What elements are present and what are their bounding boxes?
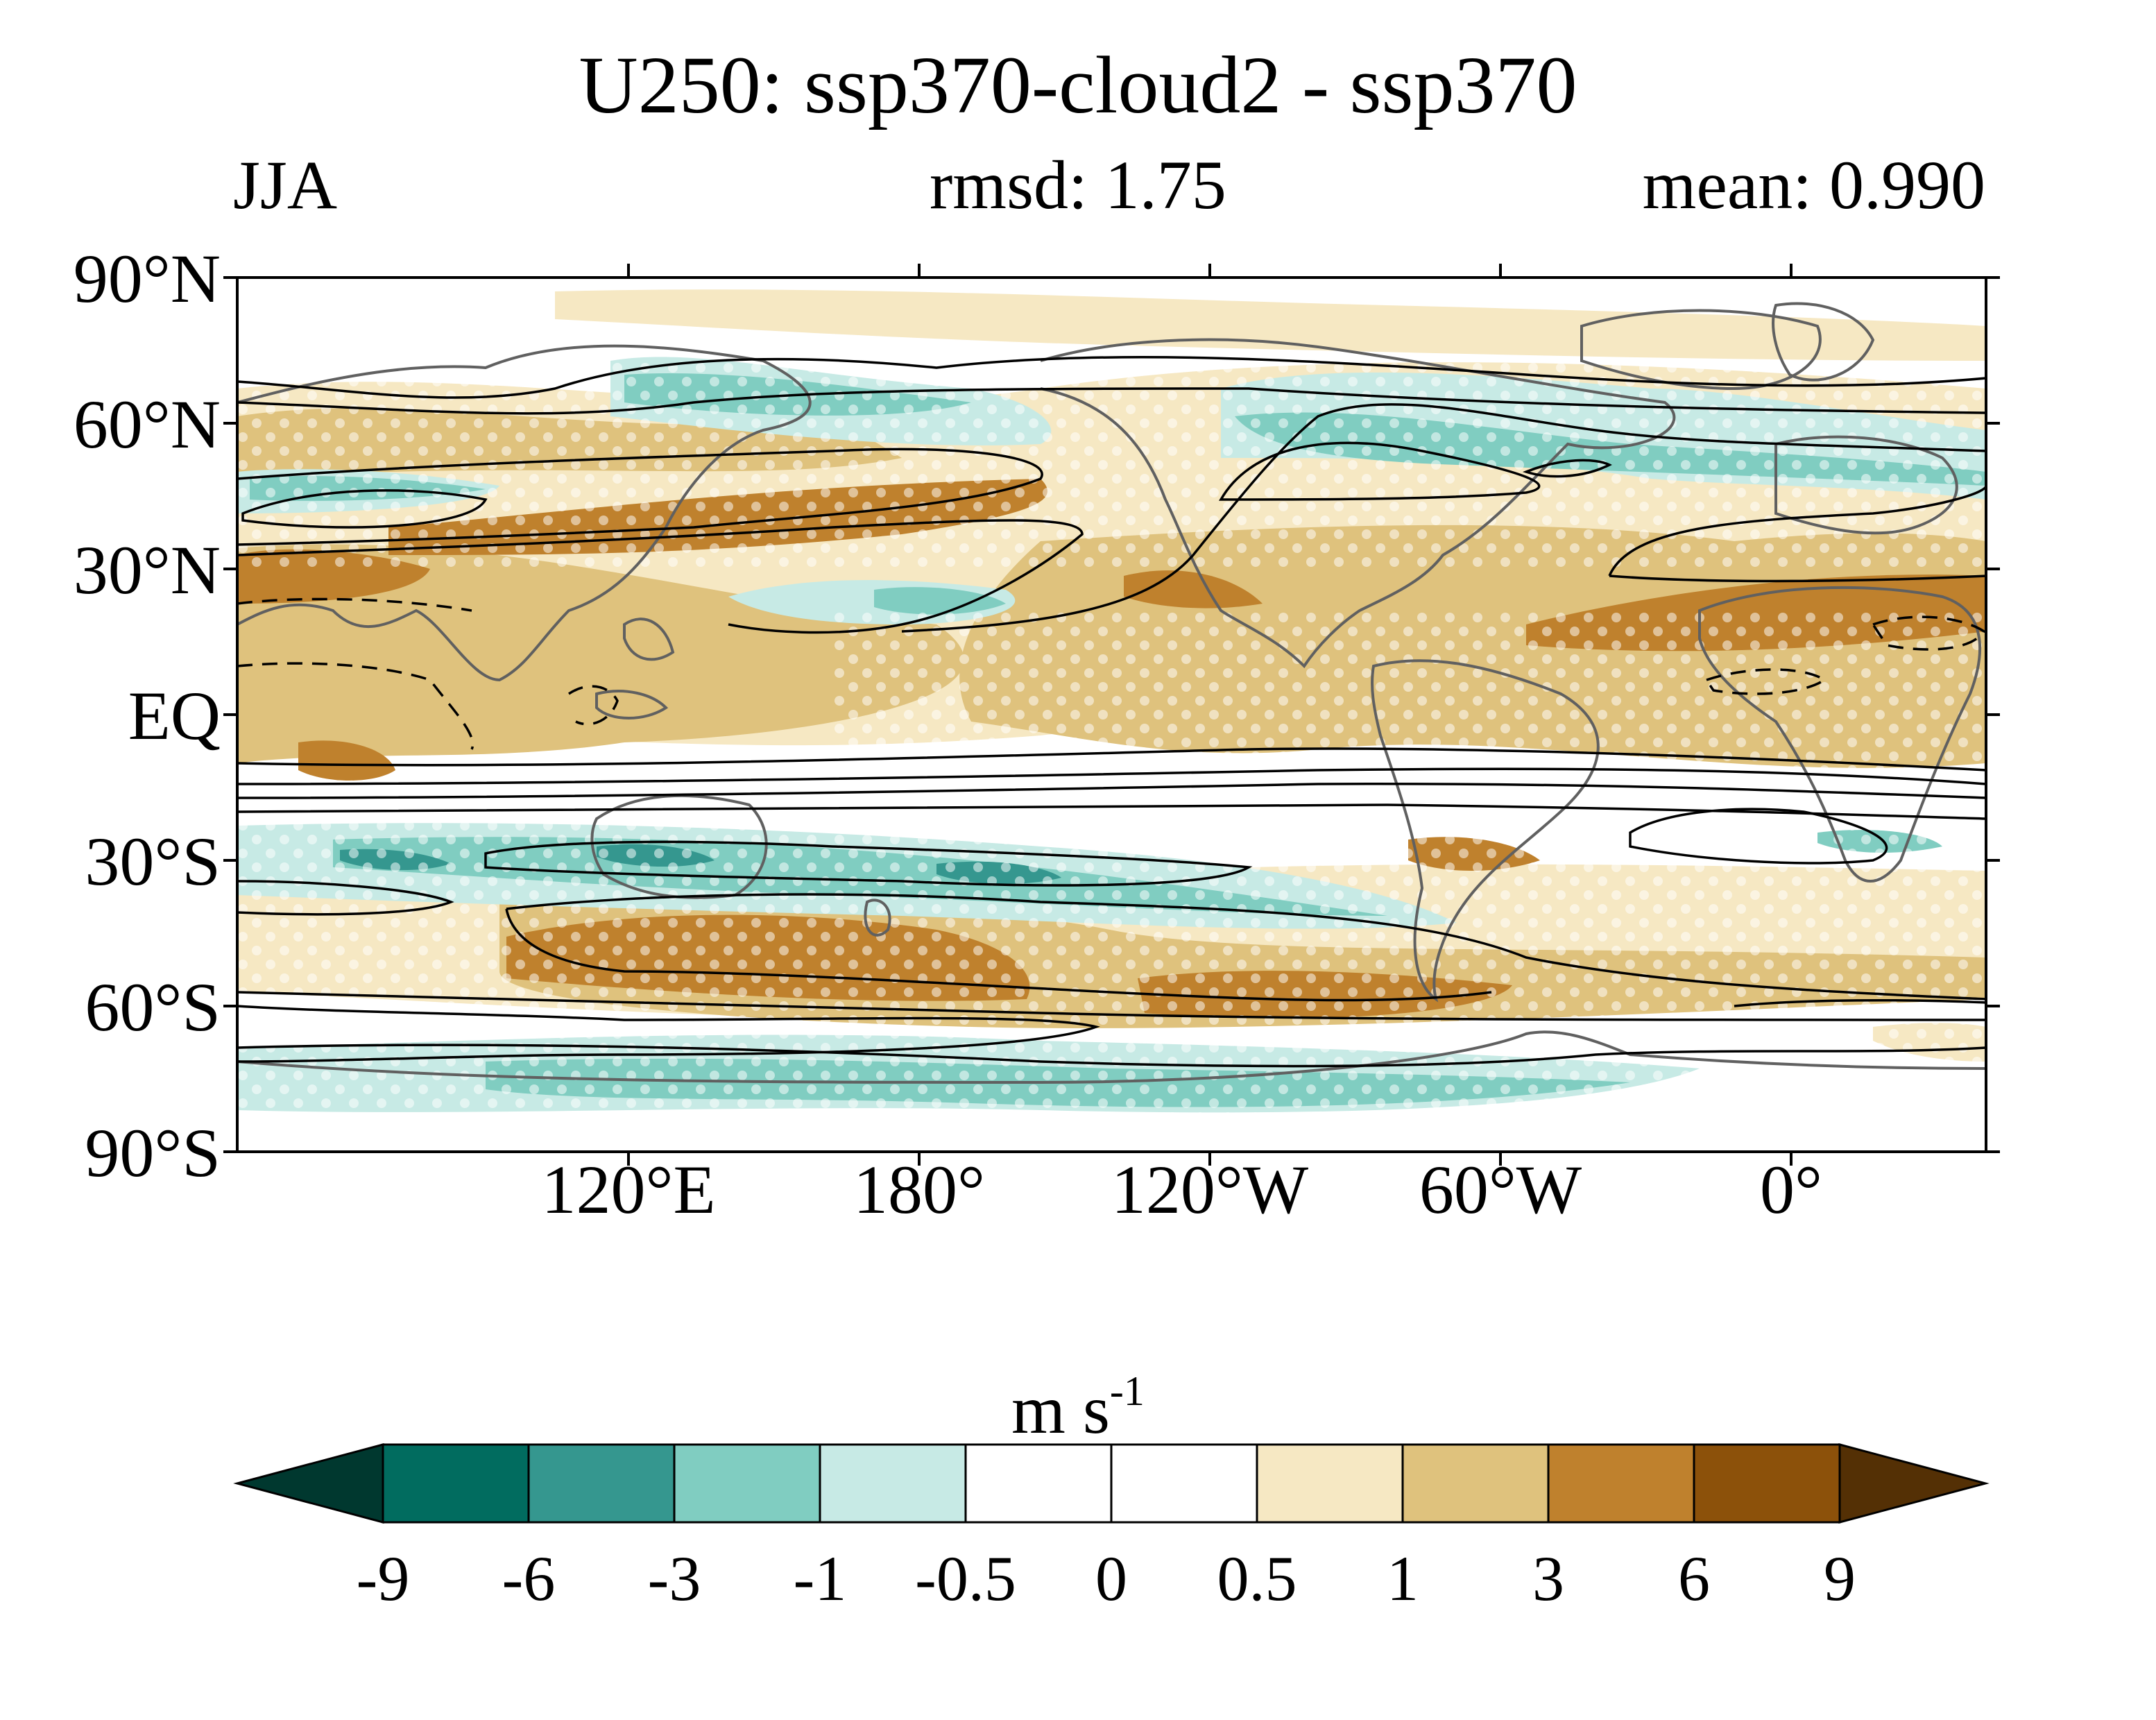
map-area	[237, 278, 1986, 1152]
colorbar-label: 6	[1678, 1543, 1710, 1614]
lon-label-120e: 120°E	[541, 1151, 716, 1228]
colorbar-label: -9	[356, 1543, 410, 1614]
lat-label-30n: 30°N	[73, 531, 221, 608]
colorbar-box	[382, 1443, 530, 1524]
colorbar-label: 9	[1824, 1543, 1856, 1614]
lat-label-eq: EQ	[128, 677, 221, 754]
climatology-contours	[237, 355, 1986, 1068]
units-base: m s	[1011, 1371, 1110, 1448]
colorbar-label: 0	[1095, 1543, 1127, 1614]
colorbar-label: -6	[502, 1543, 556, 1614]
lon-ticks	[627, 264, 1793, 1166]
lon-label-120w: 120°W	[1111, 1151, 1309, 1228]
colorbar-label: 0.5	[1217, 1543, 1297, 1614]
lat-ticks	[223, 276, 2000, 1153]
lon-label-180: 180°	[853, 1151, 985, 1228]
colorbar	[233, 1443, 1990, 1524]
lat-label-60s: 60°S	[85, 969, 221, 1046]
colorbar-label: -1	[793, 1543, 847, 1614]
units-exponent: -1	[1109, 1368, 1145, 1414]
colorbar-box	[964, 1443, 1113, 1524]
lat-label-90n: 90°N	[73, 240, 221, 317]
colorbar-extend-high	[1838, 1443, 1990, 1524]
colorbar-label: -3	[647, 1543, 701, 1614]
rmsd-label: rmsd: 1.75	[930, 146, 1226, 223]
colorbar-label: 1	[1387, 1543, 1419, 1614]
lat-label-90s: 90°S	[85, 1114, 221, 1191]
colorbar-label: -0.5	[915, 1543, 1016, 1614]
colorbar-box	[673, 1443, 821, 1524]
lon-label-0: 0°	[1760, 1151, 1822, 1228]
colorbar-box	[1110, 1443, 1258, 1524]
colorbar-box	[1547, 1443, 1695, 1524]
plot-title: U250: ssp370-cloud2 - ssp370	[579, 40, 1577, 130]
colorbar-box	[1693, 1443, 1841, 1524]
colorbar-box	[1256, 1443, 1404, 1524]
lon-label-60w: 60°W	[1419, 1151, 1582, 1228]
season-label: JJA	[233, 146, 338, 223]
colorbar-units: m s-1	[0, 1353, 2156, 1448]
colorbar-box	[527, 1443, 676, 1524]
mean-label: mean: 0.990	[1642, 146, 1985, 223]
colorbar-label: 3	[1532, 1543, 1564, 1614]
colorbar-extend-low	[233, 1443, 384, 1524]
colorbar-box	[1401, 1443, 1550, 1524]
lat-label-30s: 30°S	[85, 823, 221, 900]
colorbar-box	[819, 1443, 967, 1524]
lat-label-60n: 60°N	[73, 386, 221, 463]
